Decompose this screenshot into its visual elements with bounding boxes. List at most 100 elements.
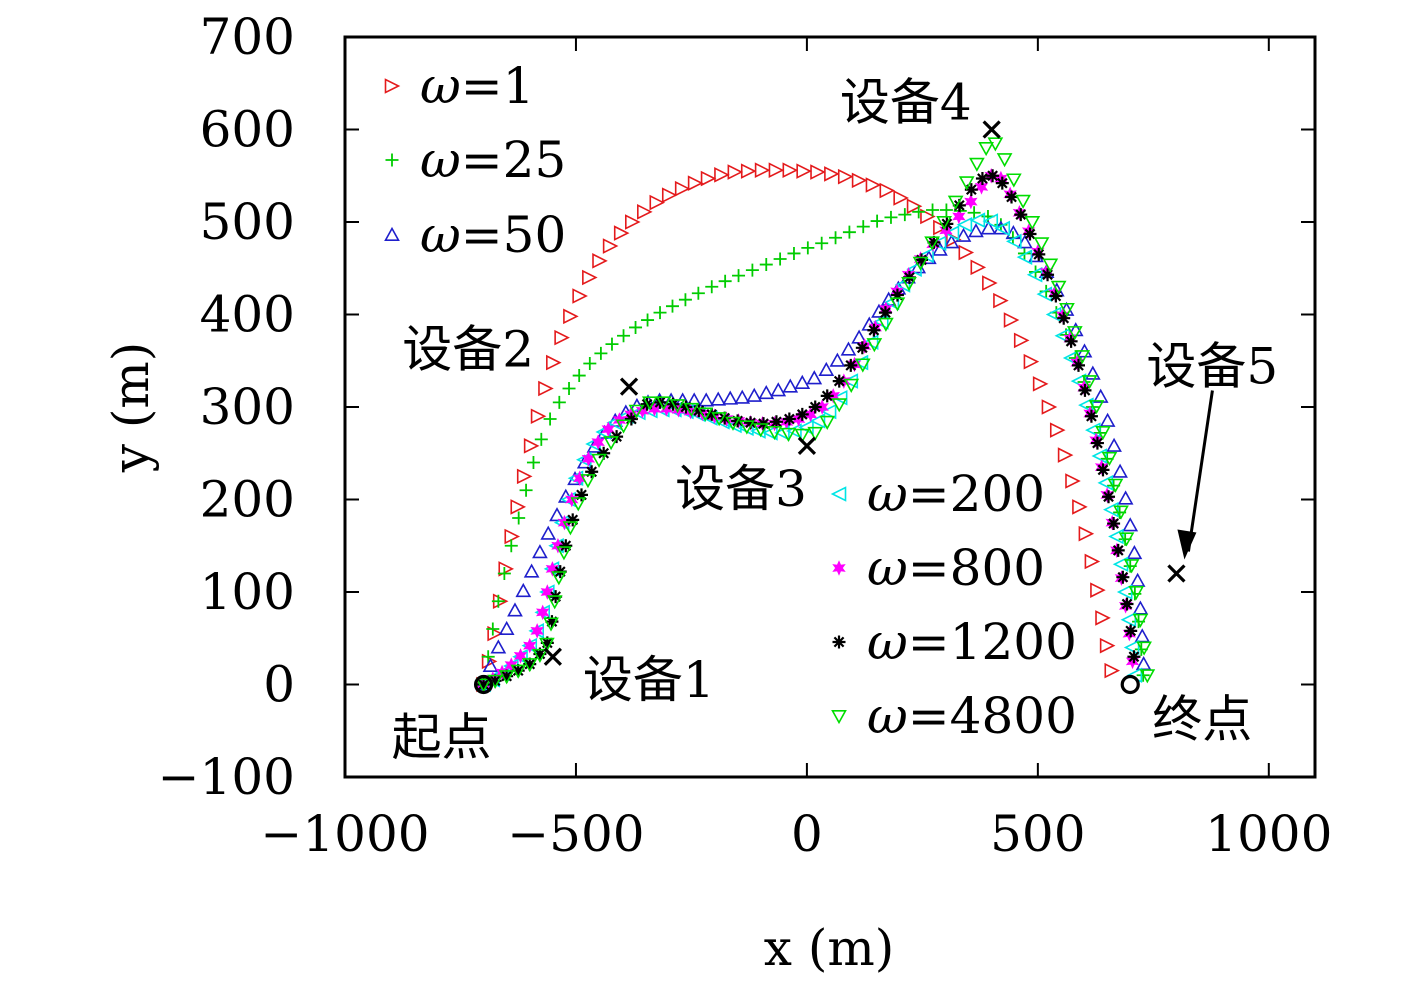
x-tick-label: −1000	[260, 805, 429, 863]
data-point	[1097, 475, 1114, 491]
data-point	[1095, 425, 1111, 441]
data-point	[1122, 517, 1139, 532]
data-point	[889, 297, 906, 312]
data-point	[1106, 437, 1122, 452]
data-point	[912, 205, 926, 219]
data-point	[824, 166, 840, 182]
data-point	[602, 238, 619, 254]
data-point	[538, 637, 555, 652]
data-point	[1042, 258, 1059, 273]
data-point	[533, 647, 547, 661]
data-point	[530, 623, 544, 639]
data-point	[585, 465, 599, 479]
data-point	[1120, 597, 1134, 611]
legend-entry-6: ω=1200	[832, 613, 1077, 671]
data-point	[641, 396, 658, 411]
data-point	[488, 674, 502, 688]
start-point-marker	[473, 674, 494, 695]
data-point	[698, 392, 715, 407]
data-point	[975, 172, 989, 186]
data-point	[1041, 399, 1058, 415]
x-tick-label: 500	[990, 805, 1085, 863]
legend-omega: ω	[867, 539, 908, 597]
data-point	[901, 277, 917, 292]
data-point	[1003, 312, 1020, 328]
data-point	[563, 308, 579, 325]
data-point	[968, 223, 984, 238]
data-point	[523, 637, 537, 654]
data-point	[740, 163, 757, 179]
legend-value: =200	[908, 465, 1045, 523]
data-point	[532, 648, 548, 664]
device-2-marker	[619, 377, 639, 396]
data-point	[831, 398, 848, 413]
data-point	[782, 162, 799, 178]
data-point	[939, 203, 953, 217]
data-point	[738, 420, 755, 435]
data-point	[1088, 400, 1105, 415]
data-point	[1135, 656, 1152, 671]
legend-label: ω=4800	[867, 687, 1077, 745]
data-point	[964, 193, 978, 210]
device-5-arrow	[1186, 390, 1214, 552]
data-point	[958, 244, 975, 261]
data-point	[516, 468, 533, 485]
data-point	[526, 456, 540, 469]
data-point	[1064, 334, 1078, 348]
data-point	[628, 404, 645, 419]
data-point	[1023, 353, 1040, 370]
data-point	[601, 421, 615, 437]
data-point	[890, 288, 904, 302]
x-axis-ticks: −1000 −500 0 500 1000	[260, 37, 1332, 863]
data-point	[995, 176, 1009, 190]
legend-omega: ω	[420, 131, 461, 189]
data-point	[500, 669, 514, 683]
data-point	[1113, 505, 1129, 520]
data-point	[943, 234, 960, 249]
data-point	[969, 157, 985, 172]
data-point	[1123, 559, 1140, 574]
data-point	[691, 286, 705, 300]
data-point	[515, 582, 532, 598]
data-point	[967, 206, 981, 220]
data-point	[820, 389, 834, 403]
data-point	[580, 474, 596, 489]
data-point	[943, 225, 960, 241]
data-point	[794, 428, 811, 443]
data-point	[475, 678, 492, 693]
data-point	[1123, 639, 1140, 656]
data-point	[1084, 409, 1098, 423]
data-point	[1128, 585, 1145, 601]
data-point	[1023, 227, 1037, 241]
y-tick-label: 700	[200, 8, 295, 66]
data-point	[1111, 543, 1125, 557]
y-tick-label: 400	[200, 286, 295, 344]
legend-omega: ω	[420, 206, 461, 264]
data-series-group	[475, 137, 1156, 693]
data-point	[534, 432, 548, 446]
legend-marker	[831, 709, 847, 725]
data-point	[1033, 237, 1050, 252]
legend-omega: ω	[867, 687, 908, 745]
data-point	[926, 203, 940, 217]
data-point	[1065, 473, 1081, 489]
data-point	[1108, 528, 1124, 545]
data-point	[581, 451, 596, 467]
data-point	[842, 225, 856, 239]
data-point	[734, 389, 751, 404]
data-point	[780, 427, 797, 442]
data-point	[1072, 358, 1085, 372]
data-point	[1136, 641, 1152, 656]
data-point	[855, 341, 869, 355]
data-point	[786, 423, 802, 439]
data-point	[1112, 463, 1128, 478]
data-point	[543, 617, 559, 632]
data-point	[540, 584, 555, 600]
data-point	[686, 392, 703, 407]
data-point	[955, 227, 972, 242]
data-point	[801, 241, 815, 255]
data-point	[1084, 422, 1101, 438]
y-tick-label: 500	[200, 193, 295, 251]
legend-label: ω=1200	[867, 613, 1077, 671]
legend-value: =4800	[908, 687, 1077, 745]
